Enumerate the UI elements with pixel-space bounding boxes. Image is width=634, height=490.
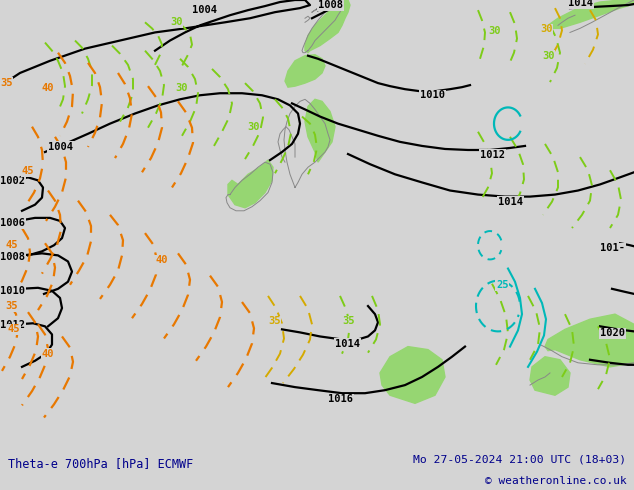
Text: 30: 30 — [247, 122, 259, 132]
Text: 1008: 1008 — [318, 0, 343, 10]
Polygon shape — [548, 0, 634, 28]
Text: 30: 30 — [170, 17, 183, 27]
Text: 35: 35 — [5, 301, 18, 311]
Polygon shape — [545, 314, 634, 367]
Text: 30: 30 — [542, 51, 555, 61]
Text: 1004: 1004 — [48, 142, 73, 152]
Text: 35: 35 — [0, 78, 13, 88]
Text: 35: 35 — [342, 316, 354, 326]
Text: 40: 40 — [42, 83, 55, 93]
Text: 1010: 1010 — [0, 286, 25, 296]
Polygon shape — [228, 160, 273, 208]
Text: 1004: 1004 — [192, 5, 217, 15]
Text: 30: 30 — [488, 26, 500, 36]
Text: 1008: 1008 — [0, 252, 25, 263]
Text: 45: 45 — [22, 166, 34, 176]
Text: 1006: 1006 — [0, 218, 25, 228]
Text: 1016: 1016 — [328, 394, 353, 404]
Text: 45: 45 — [5, 240, 18, 250]
Text: 40: 40 — [155, 255, 167, 266]
Text: 1020: 1020 — [600, 328, 625, 339]
Text: 1014: 1014 — [498, 196, 523, 207]
Text: 101-: 101- — [600, 244, 625, 253]
Text: 1012: 1012 — [0, 320, 25, 330]
Text: 1014: 1014 — [335, 339, 360, 348]
Text: 30: 30 — [175, 83, 188, 93]
Text: 1014: 1014 — [568, 0, 593, 8]
Text: 25: 25 — [496, 280, 508, 290]
Polygon shape — [305, 99, 335, 162]
Text: 1012: 1012 — [480, 150, 505, 160]
Polygon shape — [530, 357, 570, 395]
Polygon shape — [380, 346, 445, 403]
Text: 30: 30 — [540, 24, 552, 34]
Text: 1010: 1010 — [420, 90, 445, 100]
Text: 45: 45 — [8, 324, 20, 334]
Polygon shape — [285, 55, 325, 87]
Text: Theta-e 700hPa [hPa] ECMWF: Theta-e 700hPa [hPa] ECMWF — [8, 457, 193, 469]
Text: Mo 27-05-2024 21:00 UTC (18+03): Mo 27-05-2024 21:00 UTC (18+03) — [413, 454, 626, 464]
Polygon shape — [305, 0, 350, 53]
Text: 1002: 1002 — [0, 176, 25, 186]
Text: 40: 40 — [42, 349, 55, 359]
Text: 35: 35 — [268, 316, 280, 326]
Text: © weatheronline.co.uk: © weatheronline.co.uk — [484, 476, 626, 486]
